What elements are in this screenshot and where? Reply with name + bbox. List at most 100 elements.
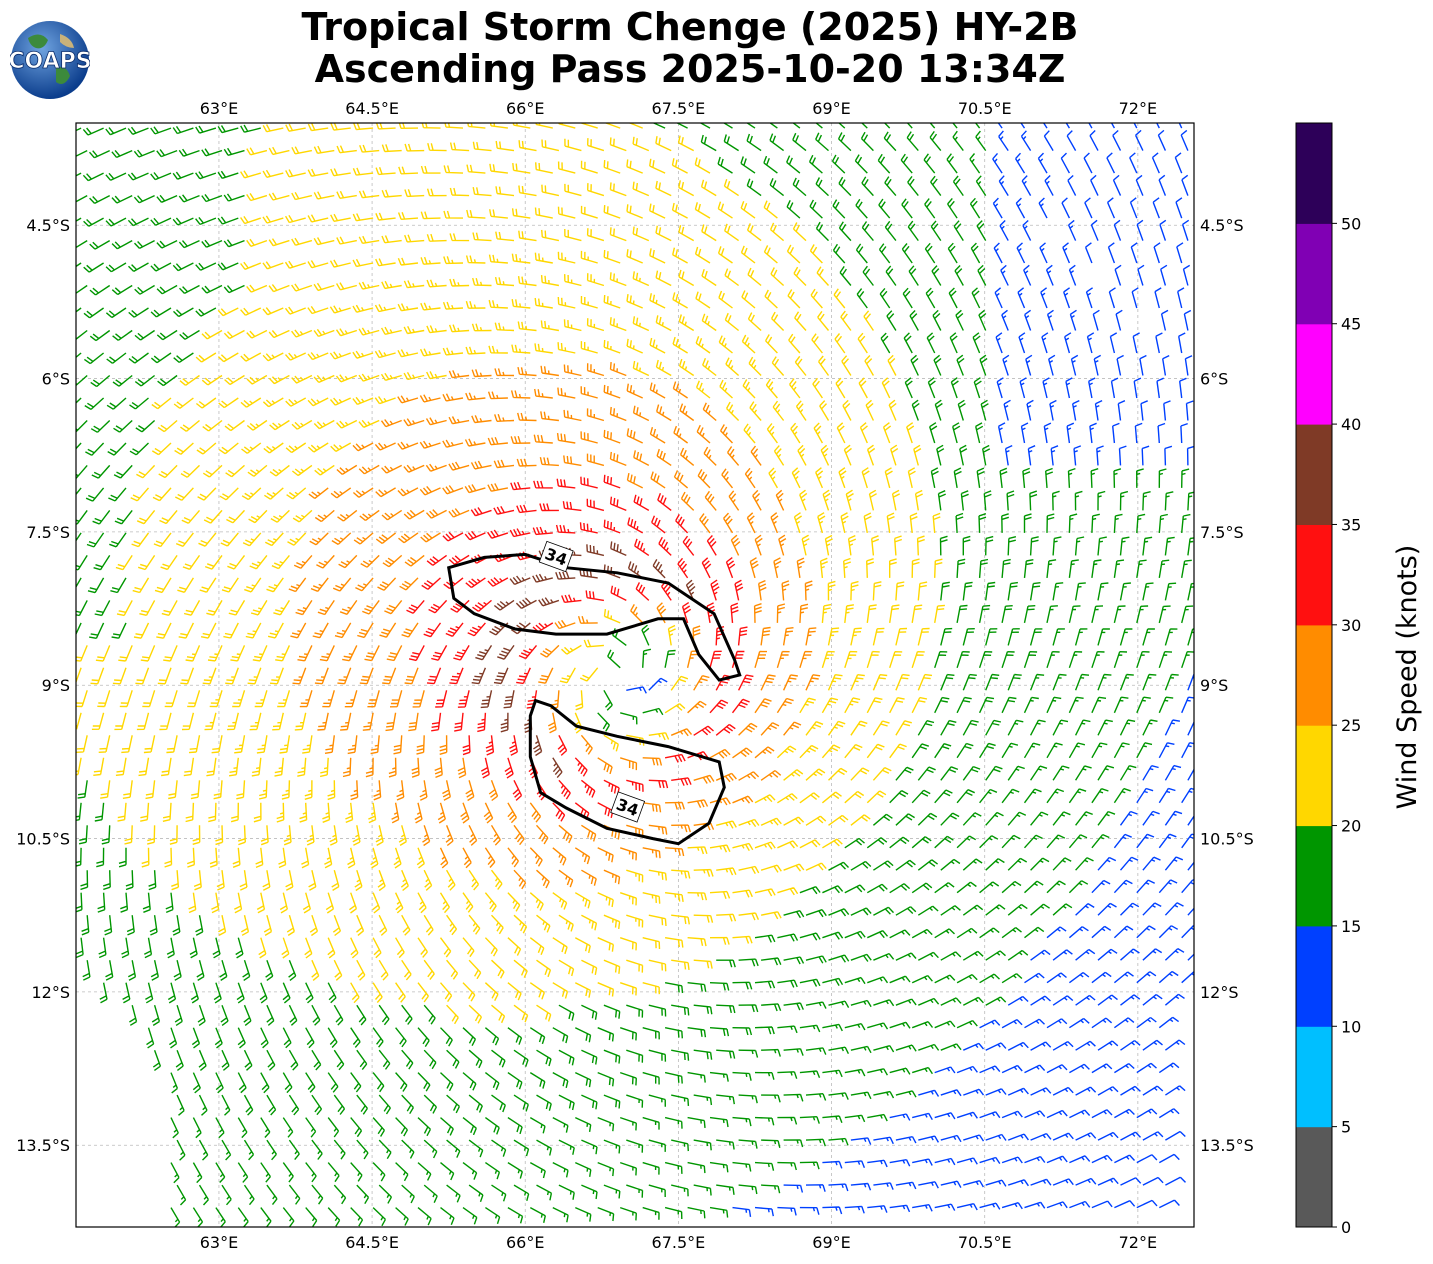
wind-barb xyxy=(917,951,939,961)
lat-tick-label-right: 13.5°S xyxy=(1200,1136,1254,1155)
wind-barb xyxy=(311,959,320,981)
wind-barb xyxy=(539,457,559,467)
wind-barb xyxy=(1164,947,1185,961)
wind-barb xyxy=(805,627,817,646)
wind-barb xyxy=(1015,197,1026,219)
wind-barb xyxy=(586,273,605,287)
wind-barb xyxy=(352,487,374,498)
wind-barb xyxy=(895,952,917,961)
wind-barb xyxy=(977,264,987,286)
wind-barb xyxy=(555,571,576,580)
wind-barb xyxy=(579,568,598,579)
wind-barb xyxy=(94,600,111,617)
wind-barb xyxy=(985,996,1007,1006)
wind-barb xyxy=(1068,972,1090,984)
wind-barb xyxy=(649,158,666,174)
plot-title: Tropical Storm Chenge (2025) HY-2B Ascen… xyxy=(190,6,1190,90)
wind-barb xyxy=(574,982,592,998)
wind-barb xyxy=(603,1049,621,1064)
wind-barb xyxy=(246,329,268,339)
wind-barb xyxy=(1164,764,1182,781)
wind-barb xyxy=(999,467,1008,488)
logo-text: COAPS xyxy=(10,49,90,74)
wind-barb xyxy=(642,1116,660,1130)
wind-barb xyxy=(632,360,650,377)
wind-barb xyxy=(764,289,778,309)
wind-barb xyxy=(291,464,313,477)
wind-barb xyxy=(262,352,284,362)
wind-barb xyxy=(799,603,809,623)
wind-barb xyxy=(783,1139,804,1148)
wind-barb xyxy=(204,554,223,570)
wind-barb xyxy=(956,1111,978,1119)
wind-barb xyxy=(664,982,684,994)
wind-barb xyxy=(91,712,105,730)
wind-barb xyxy=(547,712,557,734)
wind-barb xyxy=(327,937,336,959)
wind-barb xyxy=(536,959,552,978)
wind-barb xyxy=(489,622,509,636)
wind-barb xyxy=(776,603,786,623)
lon-tick-label-top: 70.5°E xyxy=(958,99,1012,118)
wind-barb xyxy=(428,599,448,614)
colorbar-tick-label: 10 xyxy=(1341,1017,1361,1036)
wind-barb xyxy=(517,276,537,287)
wind-barb xyxy=(1154,287,1162,309)
wind-barb xyxy=(117,802,127,822)
colorbar-tick-label: 20 xyxy=(1341,817,1361,836)
wind-barb xyxy=(329,305,351,314)
wind-barb xyxy=(619,1161,637,1176)
wind-barb xyxy=(230,645,246,662)
wind-barb xyxy=(1023,788,1042,804)
wind-barb xyxy=(192,1072,201,1094)
wind-barb xyxy=(440,1207,455,1225)
wind-barb xyxy=(1001,1064,1023,1074)
wind-barb xyxy=(356,914,365,936)
wind-barb xyxy=(1164,673,1179,691)
colorbar-bin xyxy=(1296,725,1332,827)
wind-barb xyxy=(868,489,877,511)
wind-barb xyxy=(292,509,313,523)
wind-barb xyxy=(889,651,903,669)
wind-barb xyxy=(228,600,246,616)
wind-barb xyxy=(1046,1109,1068,1119)
wind-barb xyxy=(485,1162,501,1180)
wind-barb xyxy=(775,489,785,511)
wind-barb xyxy=(1024,309,1032,331)
wind-barb xyxy=(173,960,182,981)
wind-barb xyxy=(1052,765,1070,781)
wind-barb xyxy=(283,825,292,846)
wind-barb xyxy=(959,444,968,466)
wind-barb xyxy=(783,1093,804,1102)
wind-barb xyxy=(170,1117,179,1139)
wind-barb xyxy=(883,123,891,129)
wind-barb xyxy=(308,487,329,499)
wind-barb xyxy=(860,131,874,152)
wind-barb xyxy=(732,981,753,990)
wind-barb xyxy=(635,582,650,601)
wind-barb xyxy=(1000,264,1009,286)
contour-label: 34 xyxy=(610,791,646,823)
wind-barb xyxy=(805,955,827,964)
wind-barb xyxy=(204,712,217,731)
wind-barb xyxy=(1068,264,1077,286)
wind-barb xyxy=(580,386,598,399)
wind-barb xyxy=(266,1049,276,1071)
wind-barb xyxy=(732,747,753,759)
wind-barb xyxy=(124,825,133,845)
wind-barb xyxy=(420,165,441,174)
wind-barb xyxy=(867,1159,888,1168)
wind-barb xyxy=(817,310,830,331)
wind-barb xyxy=(437,802,446,824)
wind-barb xyxy=(507,1206,524,1224)
lat-tick-label-right: 12°S xyxy=(1200,983,1239,1002)
colorbar-tick-label: 15 xyxy=(1341,917,1361,936)
wind-barb xyxy=(397,211,419,220)
wind-barb xyxy=(1030,949,1051,961)
wind-barb xyxy=(603,519,621,534)
wind-barb xyxy=(311,1049,322,1071)
wind-barb xyxy=(914,489,923,511)
wind-barb xyxy=(827,580,836,601)
wind-barb xyxy=(1068,696,1084,714)
wind-barb xyxy=(517,412,537,422)
